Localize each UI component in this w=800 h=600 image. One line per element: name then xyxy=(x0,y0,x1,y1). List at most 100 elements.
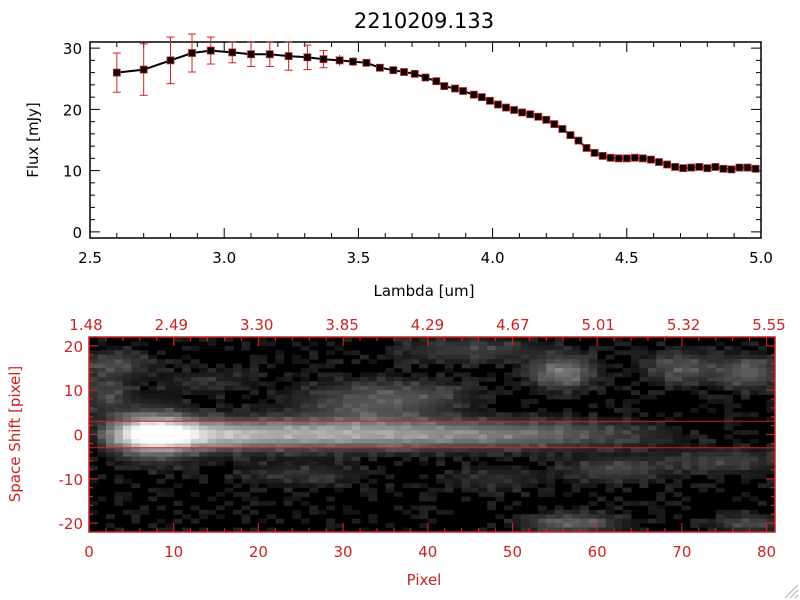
image-cell xyxy=(529,416,539,422)
image-cell xyxy=(495,465,505,471)
image-cell xyxy=(309,461,319,466)
image-cell xyxy=(741,509,750,515)
image-cell xyxy=(419,452,429,458)
image-cell xyxy=(317,403,327,409)
image-cell xyxy=(258,500,268,506)
image-cell xyxy=(571,523,581,528)
image-cell xyxy=(300,421,310,427)
image-cell xyxy=(732,350,742,356)
image-cell xyxy=(580,425,590,431)
image-cell xyxy=(105,385,115,391)
image-cell xyxy=(571,487,581,493)
image-cell xyxy=(470,385,479,391)
image-cell xyxy=(292,421,302,427)
image-cell xyxy=(639,500,649,506)
image-cell xyxy=(503,523,513,528)
image-cell xyxy=(131,425,141,431)
image-cell xyxy=(241,403,251,409)
image-cell xyxy=(258,461,268,466)
image-cell xyxy=(724,372,734,378)
image-cell xyxy=(758,483,767,489)
image-cell xyxy=(622,509,632,515)
image-cell xyxy=(360,390,369,396)
image-cell xyxy=(190,381,200,387)
image-cell xyxy=(647,456,657,462)
image-cell xyxy=(444,350,454,356)
image-cell xyxy=(681,447,691,453)
image-cell xyxy=(503,372,513,378)
image-cell xyxy=(376,390,386,396)
image-cell xyxy=(622,416,632,422)
image-cell xyxy=(317,394,327,400)
image-cell xyxy=(766,385,776,391)
data-point xyxy=(614,154,623,163)
image-cell xyxy=(89,425,98,431)
image-cell xyxy=(614,350,623,356)
image-cell xyxy=(453,438,463,444)
image-cell xyxy=(232,456,242,462)
image-cell xyxy=(258,434,268,440)
image-cell xyxy=(275,438,285,444)
image-cell xyxy=(266,385,276,391)
image-cell xyxy=(326,350,336,356)
image-cell xyxy=(343,390,352,396)
image-cell xyxy=(512,465,522,471)
image-cell xyxy=(300,368,310,373)
image-cell xyxy=(283,403,293,409)
image-cell xyxy=(681,496,691,502)
image-cell xyxy=(487,474,496,480)
image-cell xyxy=(571,469,581,475)
image-cell xyxy=(495,469,505,475)
image-cell xyxy=(580,483,590,489)
image-cell xyxy=(283,478,293,484)
image-cell xyxy=(597,359,607,364)
image-cell xyxy=(588,456,598,462)
image-cell xyxy=(580,368,590,373)
image-cell xyxy=(690,465,700,471)
image-cell xyxy=(622,421,632,427)
image-cell xyxy=(249,500,259,506)
image-cell xyxy=(571,438,581,444)
image-cell xyxy=(580,354,590,360)
image-cell xyxy=(715,372,725,378)
image-cell xyxy=(554,372,564,378)
image-cell xyxy=(698,368,708,373)
image-cell xyxy=(207,443,217,449)
image-cell xyxy=(664,416,674,422)
image-cell xyxy=(605,399,615,404)
image-cell xyxy=(673,447,683,453)
image-cell xyxy=(715,527,725,533)
resize-grip-icon[interactable] xyxy=(784,584,799,599)
image-cell xyxy=(148,523,158,528)
image-cell xyxy=(343,474,352,480)
image-cell xyxy=(258,447,268,453)
image-cell xyxy=(131,447,141,453)
image-cell xyxy=(639,421,649,427)
data-point xyxy=(574,136,583,145)
image-cell xyxy=(614,407,623,413)
image-cell xyxy=(664,434,674,440)
image-cell xyxy=(732,469,742,475)
image-cell xyxy=(241,514,251,520)
image-cell xyxy=(563,372,573,378)
image-cell xyxy=(580,474,590,480)
image-cell xyxy=(503,350,513,356)
image-cell xyxy=(148,368,158,373)
image-cell xyxy=(546,465,556,471)
image-cell xyxy=(597,527,607,533)
image-cell xyxy=(673,452,683,458)
image-cell xyxy=(199,514,208,520)
image-cell xyxy=(156,492,166,497)
image-cell xyxy=(97,394,107,400)
image-cell xyxy=(419,399,429,404)
image-cell xyxy=(376,438,386,444)
image-cell xyxy=(749,363,759,369)
image-cell xyxy=(368,478,378,484)
image-cell xyxy=(470,438,479,444)
image-cell xyxy=(732,385,742,391)
image-cell xyxy=(165,381,175,387)
image-cell xyxy=(309,487,319,493)
image-cell xyxy=(182,465,192,471)
image-cell xyxy=(89,407,98,413)
image-cell xyxy=(698,359,708,364)
